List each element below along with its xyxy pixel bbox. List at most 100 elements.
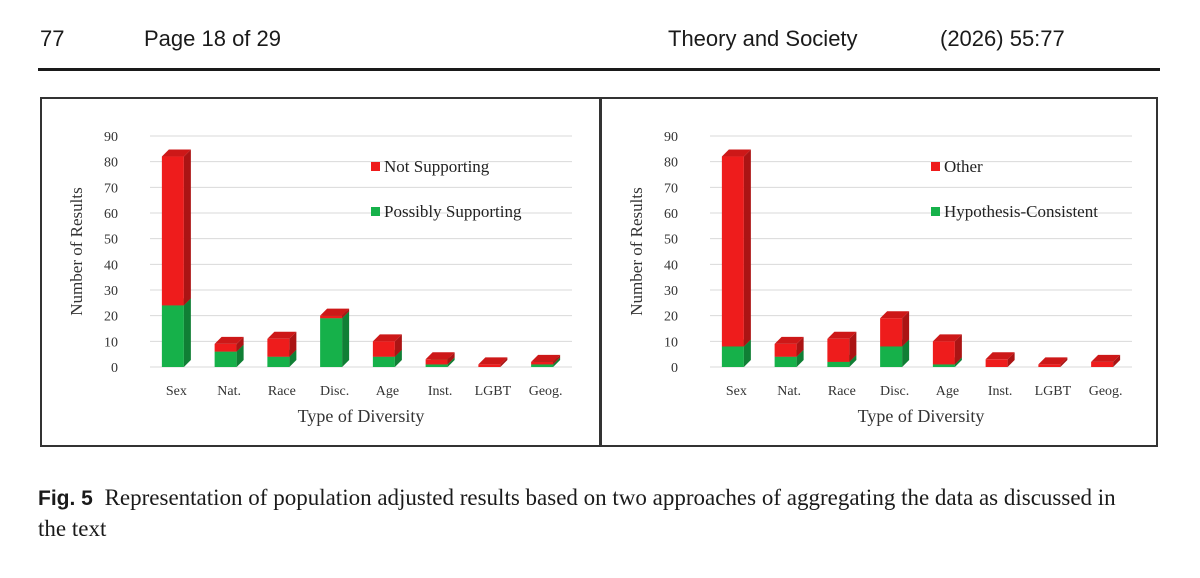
y-tick-label: 20	[104, 310, 118, 325]
bar-top	[774, 336, 804, 344]
bar-top	[320, 308, 350, 316]
page-info: Page 18 of 29	[144, 26, 282, 51]
bar-front	[932, 364, 955, 367]
bar-top	[531, 354, 561, 362]
caption-label: Fig. 5	[38, 487, 93, 510]
bar-segment	[880, 311, 910, 347]
bar-side	[1060, 357, 1068, 367]
y-tick-label: 30	[664, 284, 678, 299]
bar-top	[214, 336, 244, 344]
bar-side	[289, 331, 297, 357]
bar-side	[1007, 352, 1015, 367]
bar-top	[161, 149, 191, 157]
y-tick-label: 0	[111, 361, 118, 376]
bar-top	[985, 352, 1015, 360]
bar-front	[985, 359, 1008, 367]
bar-segment	[531, 354, 561, 365]
chart-panel-left: 0 10 20 30 40 50 60 70 80 90 Number of Results Sex N…	[42, 99, 598, 445]
bar-segment	[320, 308, 350, 319]
y-tick-label: 80	[664, 156, 678, 171]
x-tick-label: Inst.	[428, 384, 453, 399]
bar-side	[553, 354, 561, 365]
x-tick-label: Sex	[726, 384, 747, 399]
bar-side	[342, 308, 350, 319]
journal-title: Theory and Society	[668, 26, 858, 51]
bar-top	[267, 331, 297, 339]
bar-top	[1091, 354, 1121, 362]
legend-swatch	[931, 162, 940, 171]
y-tick-label: 10	[664, 335, 678, 350]
header-rule	[38, 68, 1160, 71]
y-tick-label: 50	[664, 233, 678, 248]
bar-front	[721, 346, 744, 367]
bar-segment	[267, 331, 297, 357]
bar-front	[880, 318, 903, 347]
x-axis-title: Type of Diversity	[298, 406, 425, 426]
bar-top	[827, 331, 857, 339]
bar-side	[447, 357, 455, 367]
x-tick-label: Disc.	[320, 384, 349, 399]
bar-front	[827, 338, 850, 362]
bar-side	[743, 339, 751, 367]
x-tick-label: Age	[376, 384, 399, 399]
y-tick-label: 40	[104, 258, 118, 273]
y-tick-label: 10	[104, 335, 118, 350]
bar-side	[236, 336, 244, 352]
x-tick-label: LGBT	[1035, 384, 1072, 399]
panel-divider	[599, 99, 602, 445]
bar-side	[902, 311, 910, 347]
legend-label: Not Supporting	[384, 157, 490, 176]
y-tick-label: 90	[104, 130, 118, 145]
x-tick-label: LGBT	[475, 384, 512, 399]
bar-segment	[721, 149, 751, 347]
bar-front	[320, 315, 343, 319]
bar-side	[289, 349, 297, 367]
y-tick-label: 50	[104, 233, 118, 248]
legend-swatch	[931, 207, 940, 216]
bar-side	[954, 357, 962, 367]
bar-side	[236, 344, 244, 367]
bar-side	[743, 149, 751, 347]
y-tick-label: 90	[664, 130, 678, 145]
bar-front	[478, 364, 501, 367]
bar-front	[161, 156, 184, 306]
bar-top	[721, 149, 751, 157]
x-tick-label: Disc.	[880, 384, 909, 399]
bar-segment	[478, 357, 508, 367]
bar-front	[372, 341, 395, 357]
bar-top	[372, 334, 402, 342]
bar-side	[849, 331, 857, 362]
bar-side	[553, 357, 561, 367]
y-tick-label: 20	[664, 310, 678, 325]
x-tick-label: Geog.	[529, 384, 563, 399]
legend-label: Hypothesis-Consistent	[944, 202, 1098, 221]
article-number: 77	[40, 26, 65, 51]
x-tick-label: Race	[828, 384, 856, 399]
bar-front	[267, 356, 290, 367]
bar-front	[425, 359, 448, 365]
x-tick-label: Age	[936, 384, 959, 399]
bar-segment	[161, 298, 191, 367]
y-tick-label: 40	[664, 258, 678, 273]
chart-left: 0 10 20 30 40 50 60 70 80 90 Number of Results Sex N…	[67, 130, 572, 426]
bar-front	[932, 341, 955, 365]
bar-side	[447, 352, 455, 365]
bar-segment	[372, 334, 402, 357]
bar-segment	[214, 336, 244, 352]
bar-front	[267, 338, 290, 357]
bar-front	[1038, 364, 1061, 367]
bar-segment	[932, 334, 962, 365]
bar-side	[796, 349, 804, 367]
bar-segment	[985, 352, 1015, 367]
y-tick-label: 30	[104, 284, 118, 299]
chart-panel-right: 0 10 20 30 40 50 60 70 80 90 Number of Results Sex N…	[602, 99, 1158, 445]
bar-front	[721, 156, 744, 347]
bar-side	[183, 298, 191, 367]
bar-top	[932, 334, 962, 342]
bar-top	[880, 311, 910, 319]
bar-segment	[774, 336, 804, 357]
bar-front	[774, 356, 797, 367]
x-tick-label: Race	[268, 384, 296, 399]
bar-front	[531, 364, 554, 367]
legend-swatch	[371, 162, 380, 171]
